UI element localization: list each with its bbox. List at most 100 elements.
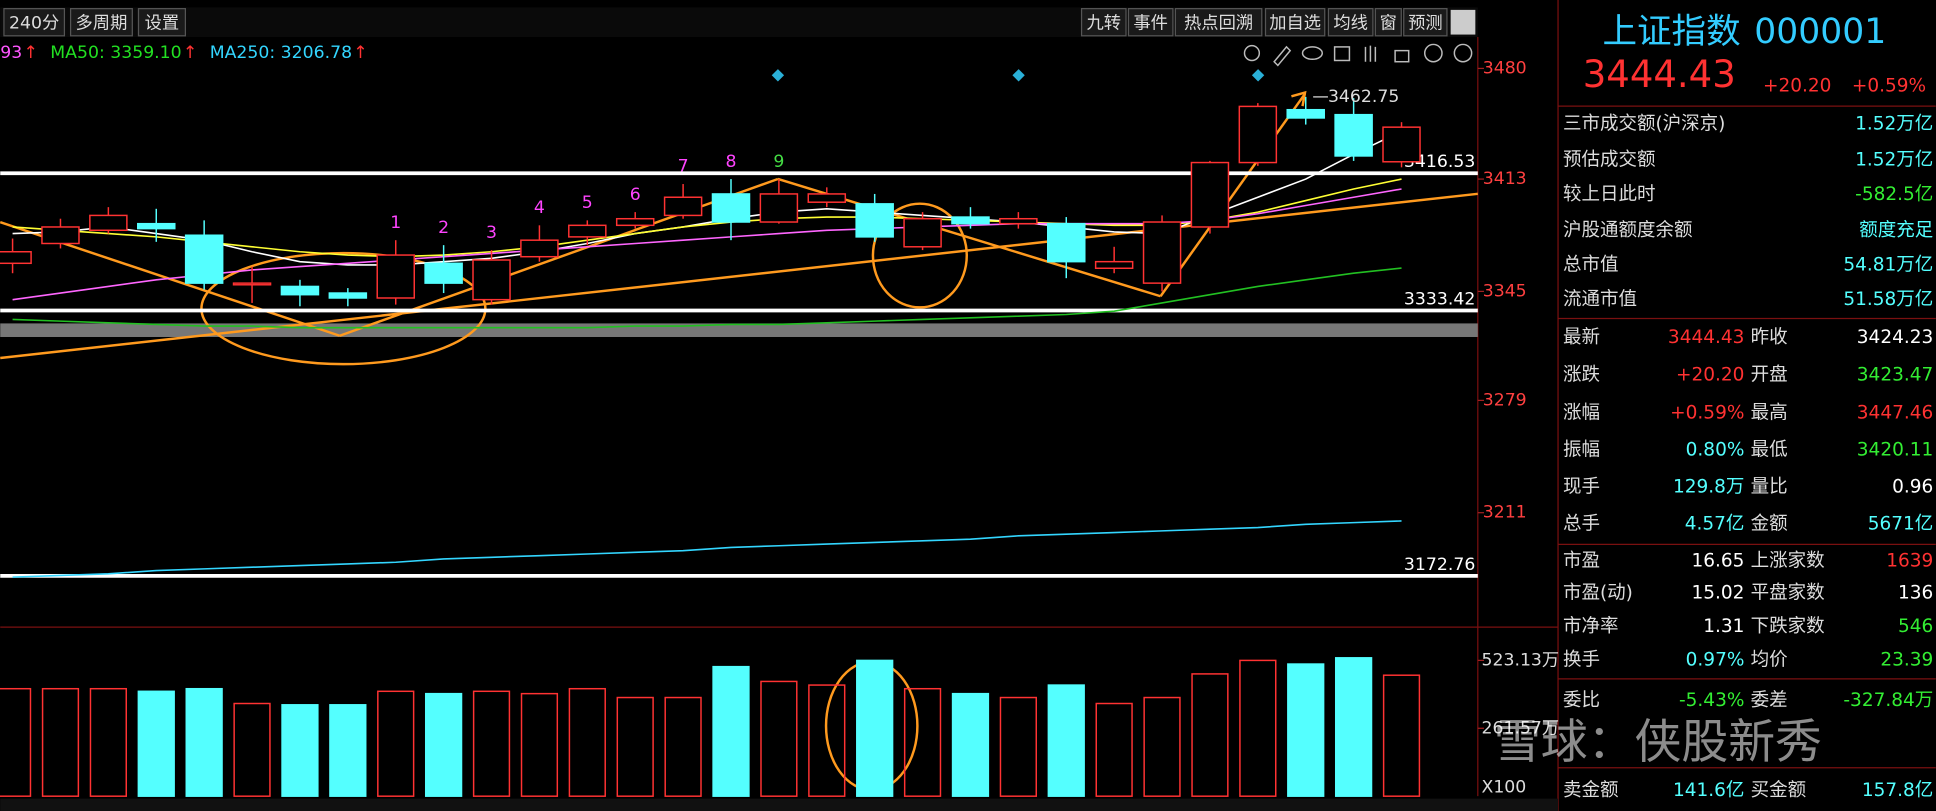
toolbar-button-frame[interactable] <box>1403 8 1448 37</box>
grid-value: 1.31 <box>1703 616 1744 637</box>
stat-label: 三市成交额(沪深京) <box>1563 114 1725 135</box>
grid-value: 3420.11 <box>1857 440 1934 461</box>
grid-value: 15.02 <box>1691 583 1744 604</box>
count-label: 3 <box>486 223 497 243</box>
toolbar-button[interactable]: 热点回溯 <box>1184 13 1253 33</box>
grid-value: 1639 <box>1886 551 1933 572</box>
stat-value: 额度充足 <box>1859 220 1933 241</box>
grid-label: 买金额 <box>1751 780 1807 801</box>
toolbar-button[interactable]: 预测 <box>1408 13 1443 33</box>
volume-bar <box>712 665 750 797</box>
candle-body <box>1382 126 1421 163</box>
count-label: 2 <box>438 218 449 238</box>
grid-value: 3447.46 <box>1857 403 1934 424</box>
toolbar-button-frame[interactable] <box>3 8 66 37</box>
stat-value: 1.52万亿 <box>1855 114 1933 135</box>
y-tick-label: 3413 <box>1483 169 1527 189</box>
grid-label: 市盈 <box>1563 551 1600 572</box>
toolbar-button-frame[interactable] <box>137 8 187 37</box>
toolbar-button[interactable]: 九转 <box>1087 13 1122 33</box>
toolbar-button[interactable]: 240分 <box>9 13 59 33</box>
diamond <box>771 69 785 82</box>
volume-bar <box>1047 684 1085 797</box>
volume-unit: X100 <box>1482 778 1527 798</box>
volume-tick-label: 261.57万 <box>1482 718 1560 738</box>
ma-trend: ↑ <box>353 43 367 63</box>
icon[interactable] <box>1364 45 1377 62</box>
icon[interactable] <box>1394 49 1410 63</box>
grid-label: 换手 <box>1563 649 1600 670</box>
volume-bar <box>760 680 798 797</box>
grid-label: 最低 <box>1751 440 1788 461</box>
toolbar-button-frame[interactable] <box>69 8 133 37</box>
grid-value: 0.80% <box>1686 440 1745 461</box>
candle-body <box>1047 222 1086 263</box>
candle-body <box>328 292 368 299</box>
stat-label: 预估成交额 <box>1563 149 1656 170</box>
count-label: 9 <box>773 152 784 172</box>
grid-label: 振幅 <box>1563 440 1600 461</box>
grid-label: 总手 <box>1563 514 1600 535</box>
watermark: 雪球：侠股新秀 <box>1494 715 1822 770</box>
count-label: 5 <box>582 193 593 213</box>
stat-value: 1.52万亿 <box>1855 149 1933 170</box>
toolbar-button[interactable]: 设置 <box>145 13 180 33</box>
toolbar-button[interactable]: 窗 <box>1380 13 1397 33</box>
icon[interactable] <box>1453 43 1473 63</box>
grid-label: 现手 <box>1563 477 1600 498</box>
level-label: 3172.76 <box>1404 555 1475 575</box>
toolbar-button[interactable]: 多周期 <box>76 13 128 33</box>
icon[interactable] <box>1301 46 1324 60</box>
icon[interactable] <box>1333 46 1351 62</box>
quote-code: 000001 <box>1754 12 1886 52</box>
icon[interactable] <box>1423 43 1443 63</box>
toolbar-button-frame[interactable] <box>1080 8 1127 37</box>
candle-body <box>232 282 272 286</box>
high-label: 3462.75 <box>1328 87 1399 107</box>
grid-label: 市盈(动) <box>1563 583 1633 604</box>
volume-bar <box>424 692 463 797</box>
candle-body <box>1286 108 1325 119</box>
toolbar-button[interactable]: 事件 <box>1133 13 1168 33</box>
level-label: 3333.42 <box>1404 289 1475 309</box>
volume-bar <box>281 704 319 797</box>
grid-label: 开盘 <box>1751 364 1788 385</box>
grid-label: 平盘家数 <box>1751 583 1825 604</box>
exit-button[interactable] <box>1450 9 1476 35</box>
volume-bar <box>1191 673 1229 797</box>
volume-bar <box>951 692 990 797</box>
toolbar-button[interactable]: 均线 <box>1333 13 1368 33</box>
icon[interactable] <box>1243 44 1261 62</box>
toolbar-button[interactable]: 加自选 <box>1269 13 1321 33</box>
grid-label: 最高 <box>1751 403 1788 424</box>
grid-value: -327.84万 <box>1843 690 1933 711</box>
candle-body <box>807 193 847 203</box>
toolbar-button-frame[interactable] <box>1174 8 1263 37</box>
candle-body <box>1142 221 1182 284</box>
icon[interactable] <box>1273 45 1292 67</box>
candle-body <box>1094 260 1134 270</box>
grid-label: 涨幅 <box>1563 403 1600 424</box>
candle-body <box>999 217 1038 225</box>
volume-bar <box>377 690 415 797</box>
toolbar-button-frame[interactable] <box>1127 8 1174 37</box>
toolbar-button-frame[interactable] <box>1374 8 1402 37</box>
volume-bar <box>472 690 511 797</box>
stat-label: 沪股通额度余额 <box>1563 220 1693 241</box>
toolbar-button-frame[interactable] <box>1264 8 1326 37</box>
candle-body <box>424 262 463 284</box>
grid-label: 最新 <box>1563 327 1600 348</box>
arrow-head <box>1291 90 1307 107</box>
tab-strip <box>0 798 1559 811</box>
volume-bar <box>1143 696 1181 797</box>
candle-body <box>855 203 894 238</box>
candle-body <box>137 222 176 230</box>
candle-body <box>711 193 751 223</box>
quote-change: +20.20 <box>1763 75 1831 96</box>
candle-body <box>615 217 655 227</box>
diamond <box>1251 69 1265 82</box>
toolbar-button-frame[interactable] <box>1327 8 1374 37</box>
candle-body <box>0 251 32 265</box>
